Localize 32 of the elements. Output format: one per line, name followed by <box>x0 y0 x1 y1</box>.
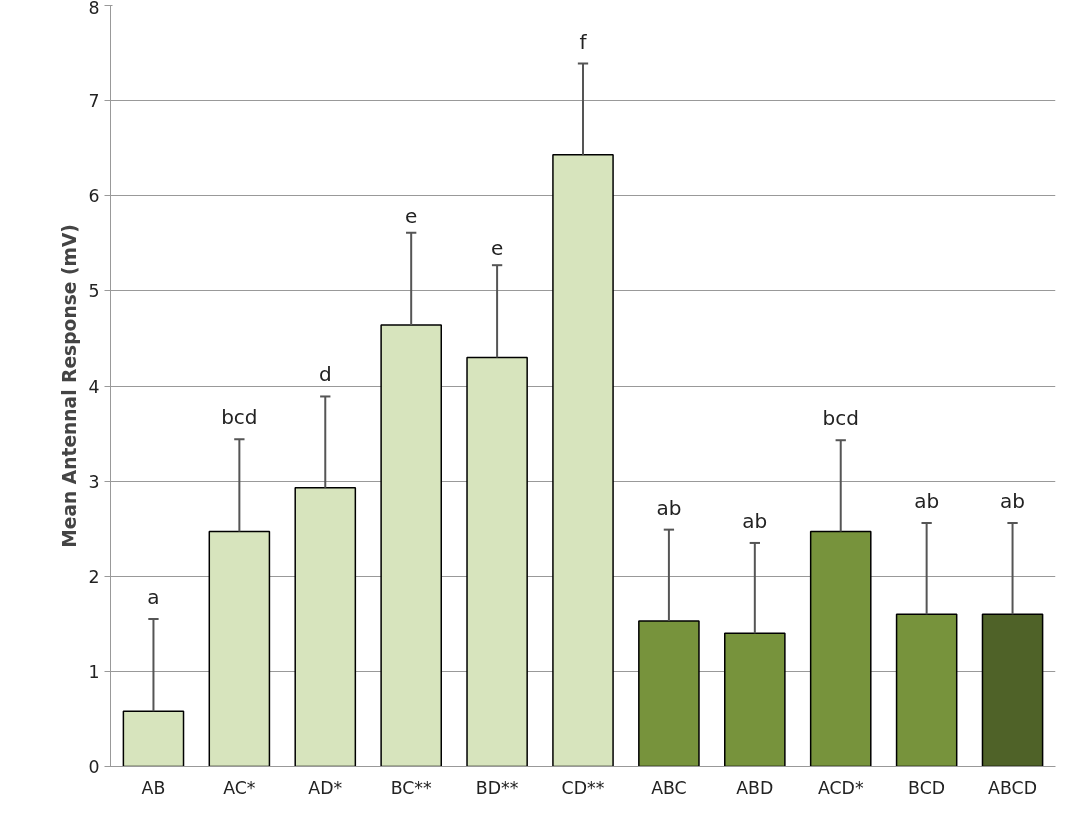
annotation: bcd <box>822 406 859 431</box>
y-tick-label: 1 <box>88 661 100 682</box>
y-tick-label: 7 <box>88 91 100 112</box>
x-tick-label: BCD <box>908 777 946 798</box>
x-tick-label: ABD <box>736 777 774 798</box>
y-tick-label: 0 <box>88 757 100 777</box>
annotation: e <box>405 203 418 228</box>
annotation: ab <box>742 508 768 533</box>
x-tick-label: BD** <box>475 777 519 798</box>
y-tick-label: 4 <box>88 376 100 397</box>
y-tick-label: 8 <box>88 0 100 18</box>
x-tick-label: ACD* <box>817 777 864 798</box>
x-tick-label: AC* <box>223 777 256 798</box>
x-tick-label: ABCD <box>988 777 1037 798</box>
y-tick-label: 3 <box>88 471 100 492</box>
annotation: e <box>490 236 504 261</box>
annotation: d <box>318 362 332 387</box>
y-tick-label: 2 <box>88 566 100 587</box>
x-tick-label: AB <box>141 777 166 798</box>
x-tick-label: CD** <box>561 777 605 798</box>
annotation: bcd <box>221 405 258 430</box>
annotation: ab <box>914 488 940 513</box>
annotation: f <box>579 29 588 54</box>
x-tick-label: BC** <box>390 777 433 798</box>
y-axis-title: Mean Antennal Response (mV) <box>59 224 81 548</box>
annotation: ab <box>656 495 682 520</box>
x-tick-label: ABC <box>651 777 687 798</box>
x-tick-label: AD* <box>308 777 343 798</box>
annotation: ab <box>1000 488 1026 513</box>
y-tick-label: 5 <box>88 281 100 302</box>
annotation: a <box>147 585 160 610</box>
y-tick-label: 6 <box>88 186 100 207</box>
